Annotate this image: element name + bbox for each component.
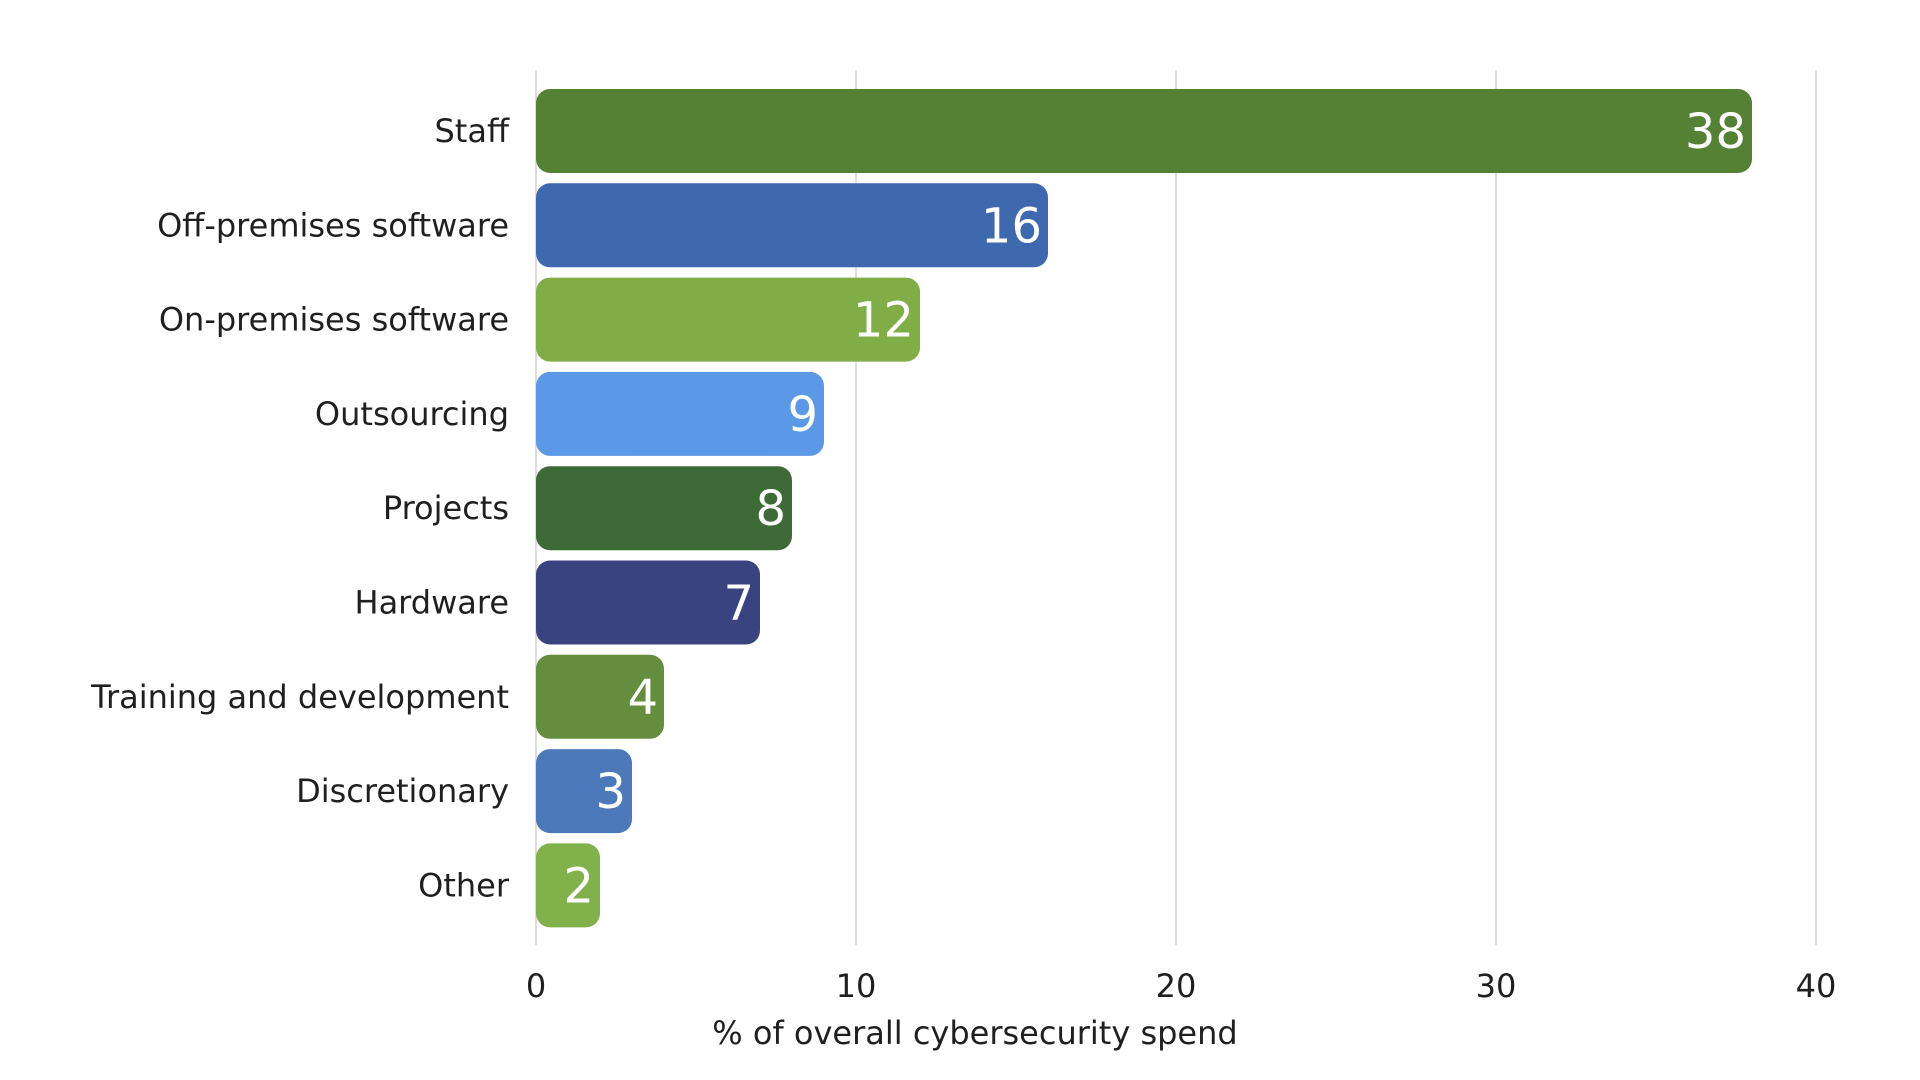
category-label: Hardware xyxy=(355,584,510,622)
category-label: Outsourcing xyxy=(315,395,509,433)
bar xyxy=(536,371,824,456)
bar-value-label: 3 xyxy=(595,764,626,820)
bar xyxy=(536,843,600,928)
bar xyxy=(536,466,792,551)
x-tick-label: 0 xyxy=(526,967,546,1005)
category-label: Training and development xyxy=(90,678,509,716)
category-label: Off-premises software xyxy=(157,206,509,244)
bar-value-label: 4 xyxy=(627,670,658,726)
x-tick-labels: 0 10 20 30 40 xyxy=(526,967,1837,1005)
bar xyxy=(536,749,632,834)
bar-value-label: 7 xyxy=(723,576,754,632)
bars: 38 16 12 987 432 xyxy=(536,89,1752,928)
bar-value-label: 9 xyxy=(787,387,818,443)
bar-value-label: 16 xyxy=(981,198,1042,254)
bar xyxy=(536,89,1752,173)
bar xyxy=(536,654,664,739)
category-label: Projects xyxy=(383,489,509,527)
x-axis-title: % of overall cybersecurity spend xyxy=(712,1014,1237,1052)
category-labels: Staff Off-premises software On-premises so… xyxy=(90,112,510,904)
bar-value-label: 12 xyxy=(853,293,914,349)
x-tick-label: 40 xyxy=(1796,967,1837,1005)
bar-value-label: 8 xyxy=(755,481,786,537)
category-label: Other xyxy=(418,866,510,904)
category-label: On-premises software xyxy=(159,301,509,339)
bar xyxy=(536,277,920,362)
x-tick-label: 10 xyxy=(836,967,877,1005)
x-tick-label: 30 xyxy=(1476,967,1517,1005)
category-label: Discretionary xyxy=(296,772,509,810)
bar xyxy=(536,183,1048,268)
category-label: Staff xyxy=(434,112,509,150)
bar xyxy=(536,560,760,645)
x-tick-label: 20 xyxy=(1156,967,1197,1005)
bar-value-label: 38 xyxy=(1685,104,1746,160)
bar-value-label: 2 xyxy=(563,858,594,914)
